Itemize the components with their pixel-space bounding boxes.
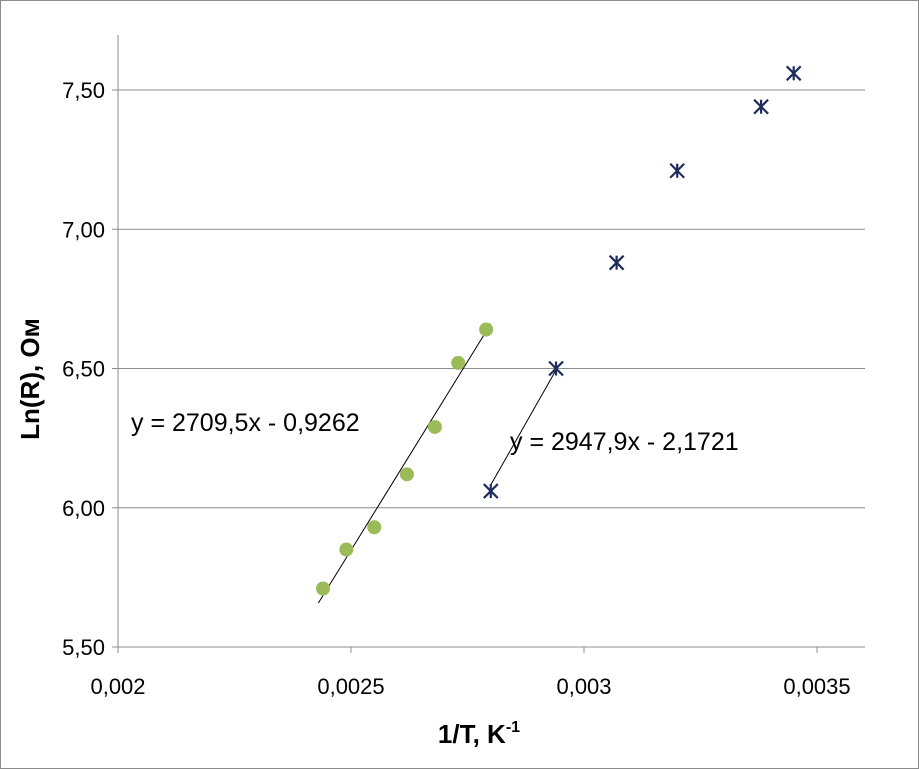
trendline-series-1 <box>317 323 492 604</box>
x-tick-label: 0,002 <box>90 674 145 699</box>
data-point-star <box>548 360 564 377</box>
trendline-equation-1: y = 2709,5x - 0,9262 <box>131 409 360 437</box>
axes <box>112 35 865 653</box>
trendline-equation-2: y = 2947,9x - 2,1721 <box>510 428 739 456</box>
data-point-circle <box>479 322 494 337</box>
y-tick-label: 6,50 <box>62 357 105 382</box>
annotations: y = 2709,5x - 0,9262 y = 2947,9x - 2,1721 <box>131 409 739 456</box>
y-tick-label: 5,50 <box>62 635 105 660</box>
x-tick-label: 0,0035 <box>783 674 850 699</box>
data-point-circle <box>316 581 331 596</box>
data-point-circle <box>451 355 466 370</box>
data-point-star <box>608 254 625 271</box>
tick-labels: 5,50 6,00 6,50 7,00 7,50 0,002 0,0025 0,003 0,00… <box>62 78 850 699</box>
x-tick-label: 0,0025 <box>317 674 384 699</box>
x-axis-title-superscript: -1 <box>506 719 520 736</box>
data-point-circle <box>427 419 442 434</box>
y-tick-label: 6,00 <box>62 496 105 521</box>
data-point-star <box>785 65 802 82</box>
trendlines <box>317 323 557 604</box>
data-points <box>316 65 802 596</box>
data-point-star <box>669 162 685 179</box>
x-tick-label: 0,003 <box>556 674 611 699</box>
gridlines <box>118 89 865 509</box>
data-point-circle <box>367 520 382 535</box>
data-point-star <box>483 483 499 499</box>
data-point-circle <box>399 467 414 482</box>
data-point-circle <box>339 542 354 557</box>
data-point-star <box>753 98 769 115</box>
y-tick-label: 7,00 <box>62 217 105 242</box>
y-axis-title: Ln(R), Ом <box>15 318 45 440</box>
trendline-series-2 <box>490 369 557 486</box>
x-axis-title: 1/T, K-1 <box>438 719 520 749</box>
y-tick-label: 7,50 <box>62 78 105 103</box>
